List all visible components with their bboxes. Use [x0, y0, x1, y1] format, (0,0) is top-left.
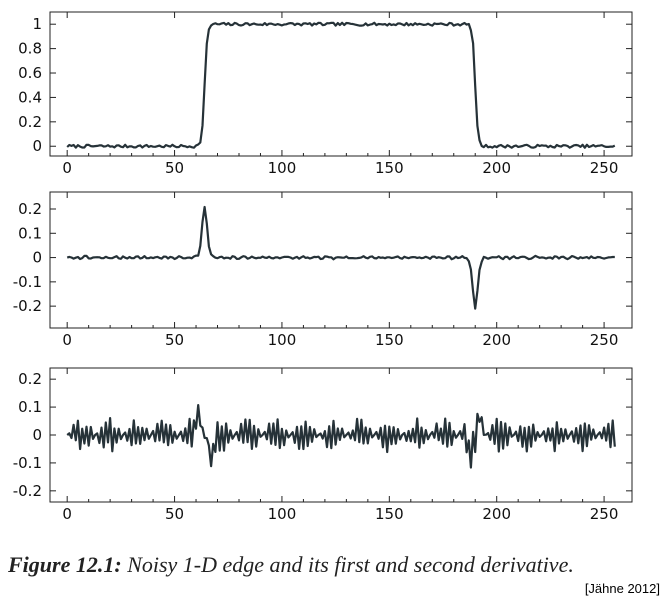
- y-tick-label: -0.1: [13, 454, 42, 472]
- plot-frame: [49, 11, 633, 157]
- x-tick-label: 150: [375, 331, 404, 349]
- x-tick-label: 250: [590, 159, 619, 177]
- x-tick-label: 50: [165, 505, 184, 523]
- y-tick-label: 0: [32, 426, 42, 444]
- signal-line: [66, 21, 616, 149]
- figure: 0 50 100 150 200 250 1 0.8 0.6 0.4 0.2 0 0 50 100 150 2…: [13, 11, 633, 523]
- x-tick-label: 150: [375, 505, 404, 523]
- plot-edge-signal: 0 50 100 150 200 250 1 0.8 0.6 0.4 0.2 0: [18, 11, 633, 177]
- y-tick-label: -0.2: [13, 297, 42, 315]
- y-tick-label: 0: [32, 249, 42, 267]
- y-tick-label: 1: [32, 15, 42, 33]
- x-tick-label: 50: [165, 331, 184, 349]
- y-tick-label: -0.2: [13, 482, 42, 500]
- signal-line: [66, 404, 616, 469]
- plot-first-derivative: 0 50 100 150 200 250 0.2 0.1 0 -0.1 -0.2: [13, 191, 633, 349]
- x-tick-label: 100: [268, 159, 297, 177]
- caption-label: Figure 12.1:: [8, 552, 122, 577]
- x-tick-label: 100: [268, 505, 297, 523]
- plot-frame: [49, 191, 633, 329]
- y-tick-label: 0.2: [18, 370, 42, 388]
- y-tick-label: -0.1: [13, 273, 42, 291]
- y-tick-label: 0.1: [18, 398, 42, 416]
- x-tick-label: 250: [590, 505, 619, 523]
- y-tick-label: 0.8: [18, 40, 42, 58]
- y-tick-label: 0.2: [18, 200, 42, 218]
- x-tick-label: 200: [482, 159, 511, 177]
- y-tick-label: 0: [32, 137, 42, 155]
- y-tick-label: 0.6: [18, 64, 42, 82]
- caption-text: Noisy 1-D edge and its first and second …: [127, 552, 574, 577]
- plot-second-derivative: 0 50 100 150 200 250 0.2 0.1 0 -0.1 -0.2: [13, 367, 633, 523]
- x-tick-label: 100: [268, 331, 297, 349]
- x-tick-label: 250: [590, 331, 619, 349]
- y-tick-label: 0.4: [18, 88, 42, 106]
- x-tick-label: 50: [165, 159, 184, 177]
- x-tick-label: 0: [62, 159, 72, 177]
- y-tick-label: 0.2: [18, 113, 42, 131]
- x-tick-label: 200: [482, 505, 511, 523]
- caption-credit: [Jähne 2012]: [584, 581, 660, 596]
- x-tick-label: 150: [375, 159, 404, 177]
- x-tick-label: 0: [62, 505, 72, 523]
- figure-caption: Figure 12.1: Noisy 1-D edge and its firs…: [8, 552, 660, 578]
- y-tick-label: 0.1: [18, 224, 42, 242]
- x-tick-label: 200: [482, 331, 511, 349]
- x-tick-label: 0: [62, 331, 72, 349]
- signal-line: [66, 205, 615, 310]
